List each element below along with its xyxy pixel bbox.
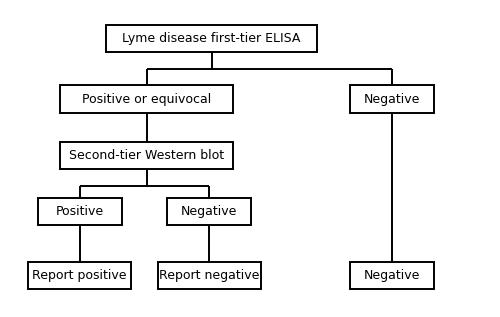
FancyBboxPatch shape [158,262,261,289]
FancyBboxPatch shape [38,198,121,225]
Text: Negative: Negative [364,269,420,282]
Text: Second-tier Western blot: Second-tier Western blot [69,149,224,162]
Text: Positive: Positive [56,205,104,218]
Text: Negative: Negative [181,205,238,218]
Text: Lyme disease first-tier ELISA: Lyme disease first-tier ELISA [122,32,301,45]
FancyBboxPatch shape [60,86,233,113]
FancyBboxPatch shape [350,86,434,113]
Text: Positive or equivocal: Positive or equivocal [82,93,212,106]
FancyBboxPatch shape [350,262,434,289]
FancyBboxPatch shape [106,25,317,52]
Text: Report negative: Report negative [159,269,260,282]
Text: Negative: Negative [364,93,420,106]
FancyBboxPatch shape [28,262,131,289]
FancyBboxPatch shape [60,142,233,169]
Text: Report positive: Report positive [32,269,127,282]
FancyBboxPatch shape [167,198,251,225]
